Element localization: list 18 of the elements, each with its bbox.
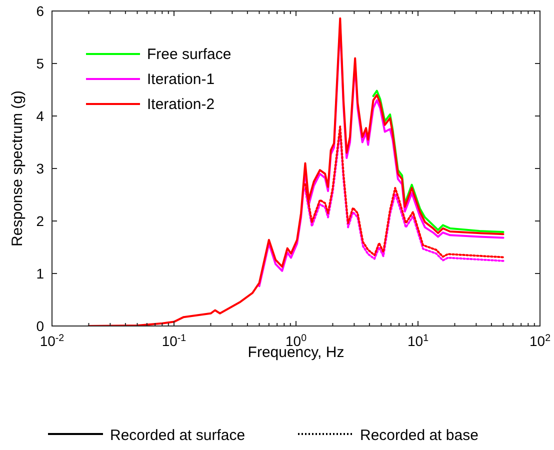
x-tick-label: 10$^{0}$ <box>285 332 308 349</box>
x-tick-label: 10$^{-2}$ <box>40 332 64 349</box>
x-tick-label: 10$^{1}$ <box>407 332 429 349</box>
legend-label: Iteration-1 <box>147 71 215 88</box>
legend-label: Free surface <box>147 46 232 63</box>
text: Recorded at base <box>360 427 478 444</box>
x-tick-label: 10$^{-1}$ <box>162 332 186 349</box>
y-tick-label: 3 <box>36 160 44 176</box>
text: Recorded at surface <box>110 427 246 444</box>
y-tick-label: 5 <box>36 56 44 72</box>
y-tick-label: 6 <box>36 3 44 19</box>
y-tick-label: 0 <box>36 318 44 334</box>
y-tick-label: 1 <box>36 266 44 282</box>
x-tick-label: 10$^{2}$ <box>529 332 551 349</box>
y-tick-label: 2 <box>36 213 44 229</box>
y-tick-label: 4 <box>36 108 44 124</box>
legend-label: Iteration-2 <box>147 96 215 113</box>
y-axis-title: Response spectrum (g) <box>9 90 26 246</box>
